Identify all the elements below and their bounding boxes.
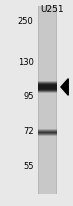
Bar [38,87,57,88]
Text: 55: 55 [23,161,34,170]
Bar [38,132,57,133]
Bar [38,83,57,84]
Bar [38,89,57,90]
Polygon shape [61,79,68,96]
Bar [38,86,57,87]
Bar [38,131,57,132]
Text: 130: 130 [18,57,34,66]
Bar [38,82,57,83]
Bar [38,134,57,135]
Bar [38,92,57,93]
Bar [38,90,57,91]
Bar [38,133,57,134]
Bar [38,7,39,194]
Text: 250: 250 [18,17,34,26]
Bar [38,7,57,194]
Bar [38,135,57,136]
Bar [38,84,57,85]
Bar [38,91,57,92]
Text: U251: U251 [41,5,64,14]
Bar [56,7,57,194]
Text: 95: 95 [23,91,34,100]
Bar [38,85,57,86]
Text: 72: 72 [23,126,34,135]
Bar [38,88,57,89]
Bar [38,130,57,131]
